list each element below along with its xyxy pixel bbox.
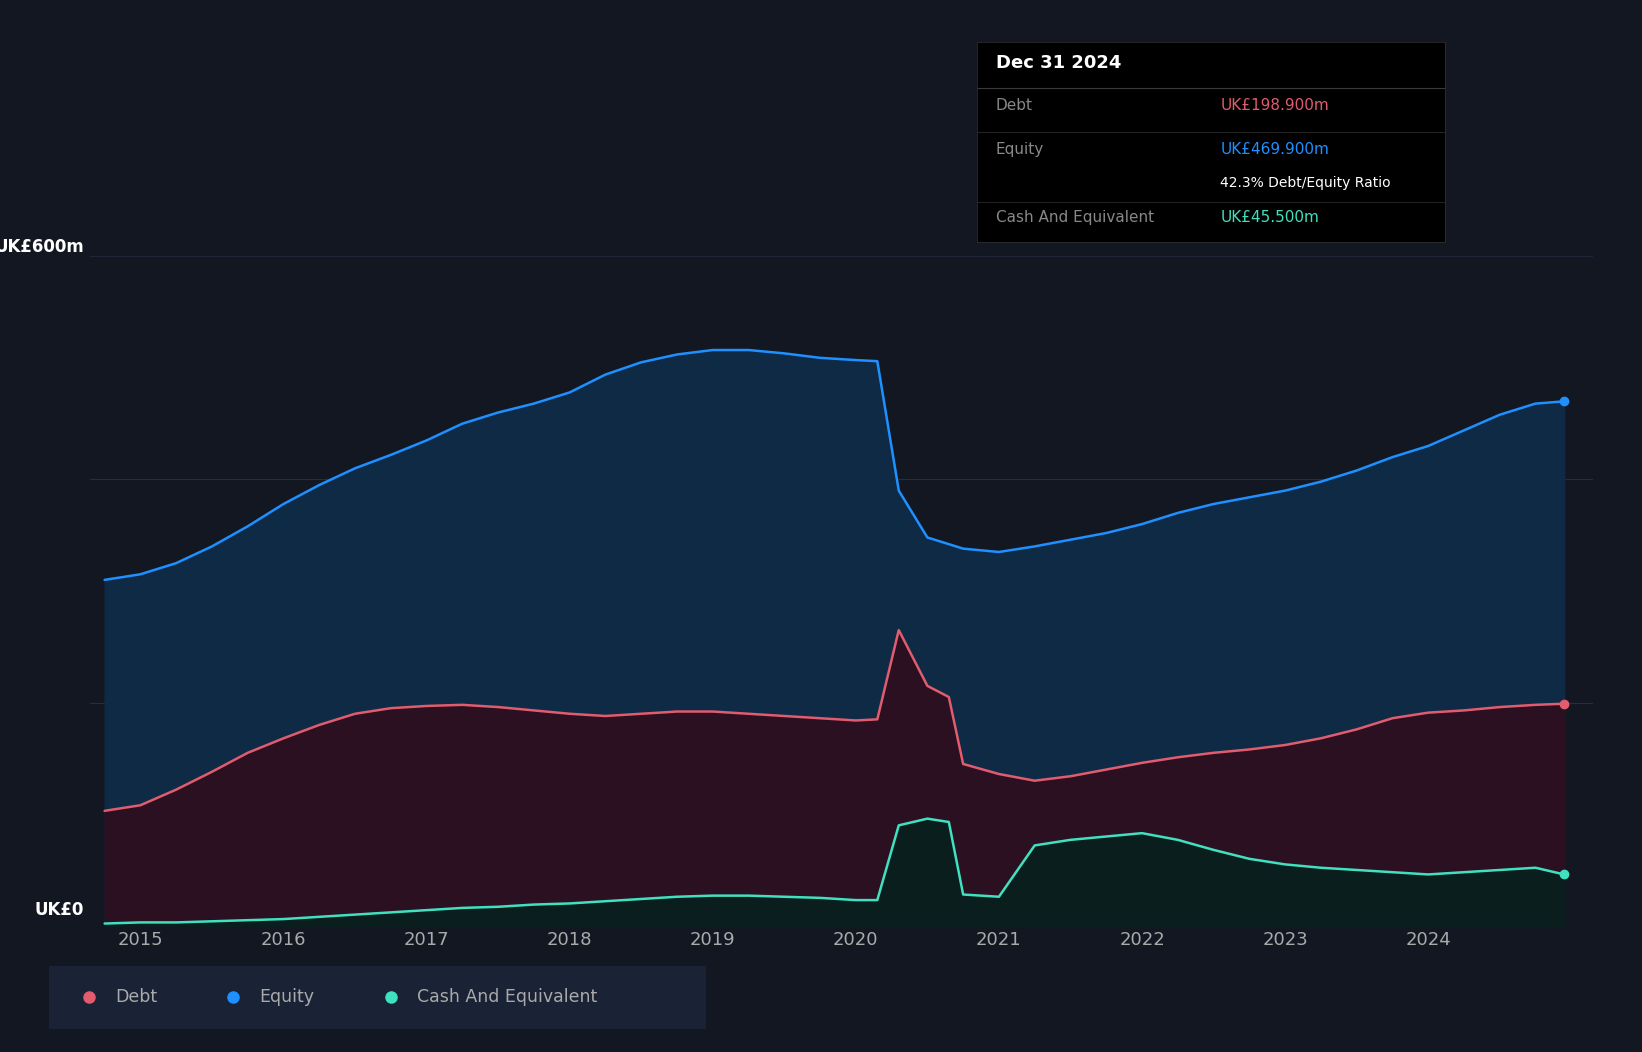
Text: Dec 31 2024: Dec 31 2024: [995, 54, 1121, 73]
Text: 42.3% Debt/Equity Ratio: 42.3% Debt/Equity Ratio: [1220, 176, 1391, 190]
Text: Debt: Debt: [115, 988, 158, 1007]
Text: Cash And Equivalent: Cash And Equivalent: [995, 210, 1154, 225]
Text: Debt: Debt: [995, 98, 1033, 113]
Text: UK£0: UK£0: [34, 902, 84, 919]
Text: UK£600m: UK£600m: [0, 239, 84, 257]
Text: UK£469.900m: UK£469.900m: [1220, 142, 1330, 157]
Text: Equity: Equity: [995, 142, 1044, 157]
Text: UK£198.900m: UK£198.900m: [1220, 98, 1328, 113]
Text: Cash And Equivalent: Cash And Equivalent: [417, 988, 598, 1007]
Text: Equity: Equity: [259, 988, 314, 1007]
Text: UK£45.500m: UK£45.500m: [1220, 210, 1319, 225]
